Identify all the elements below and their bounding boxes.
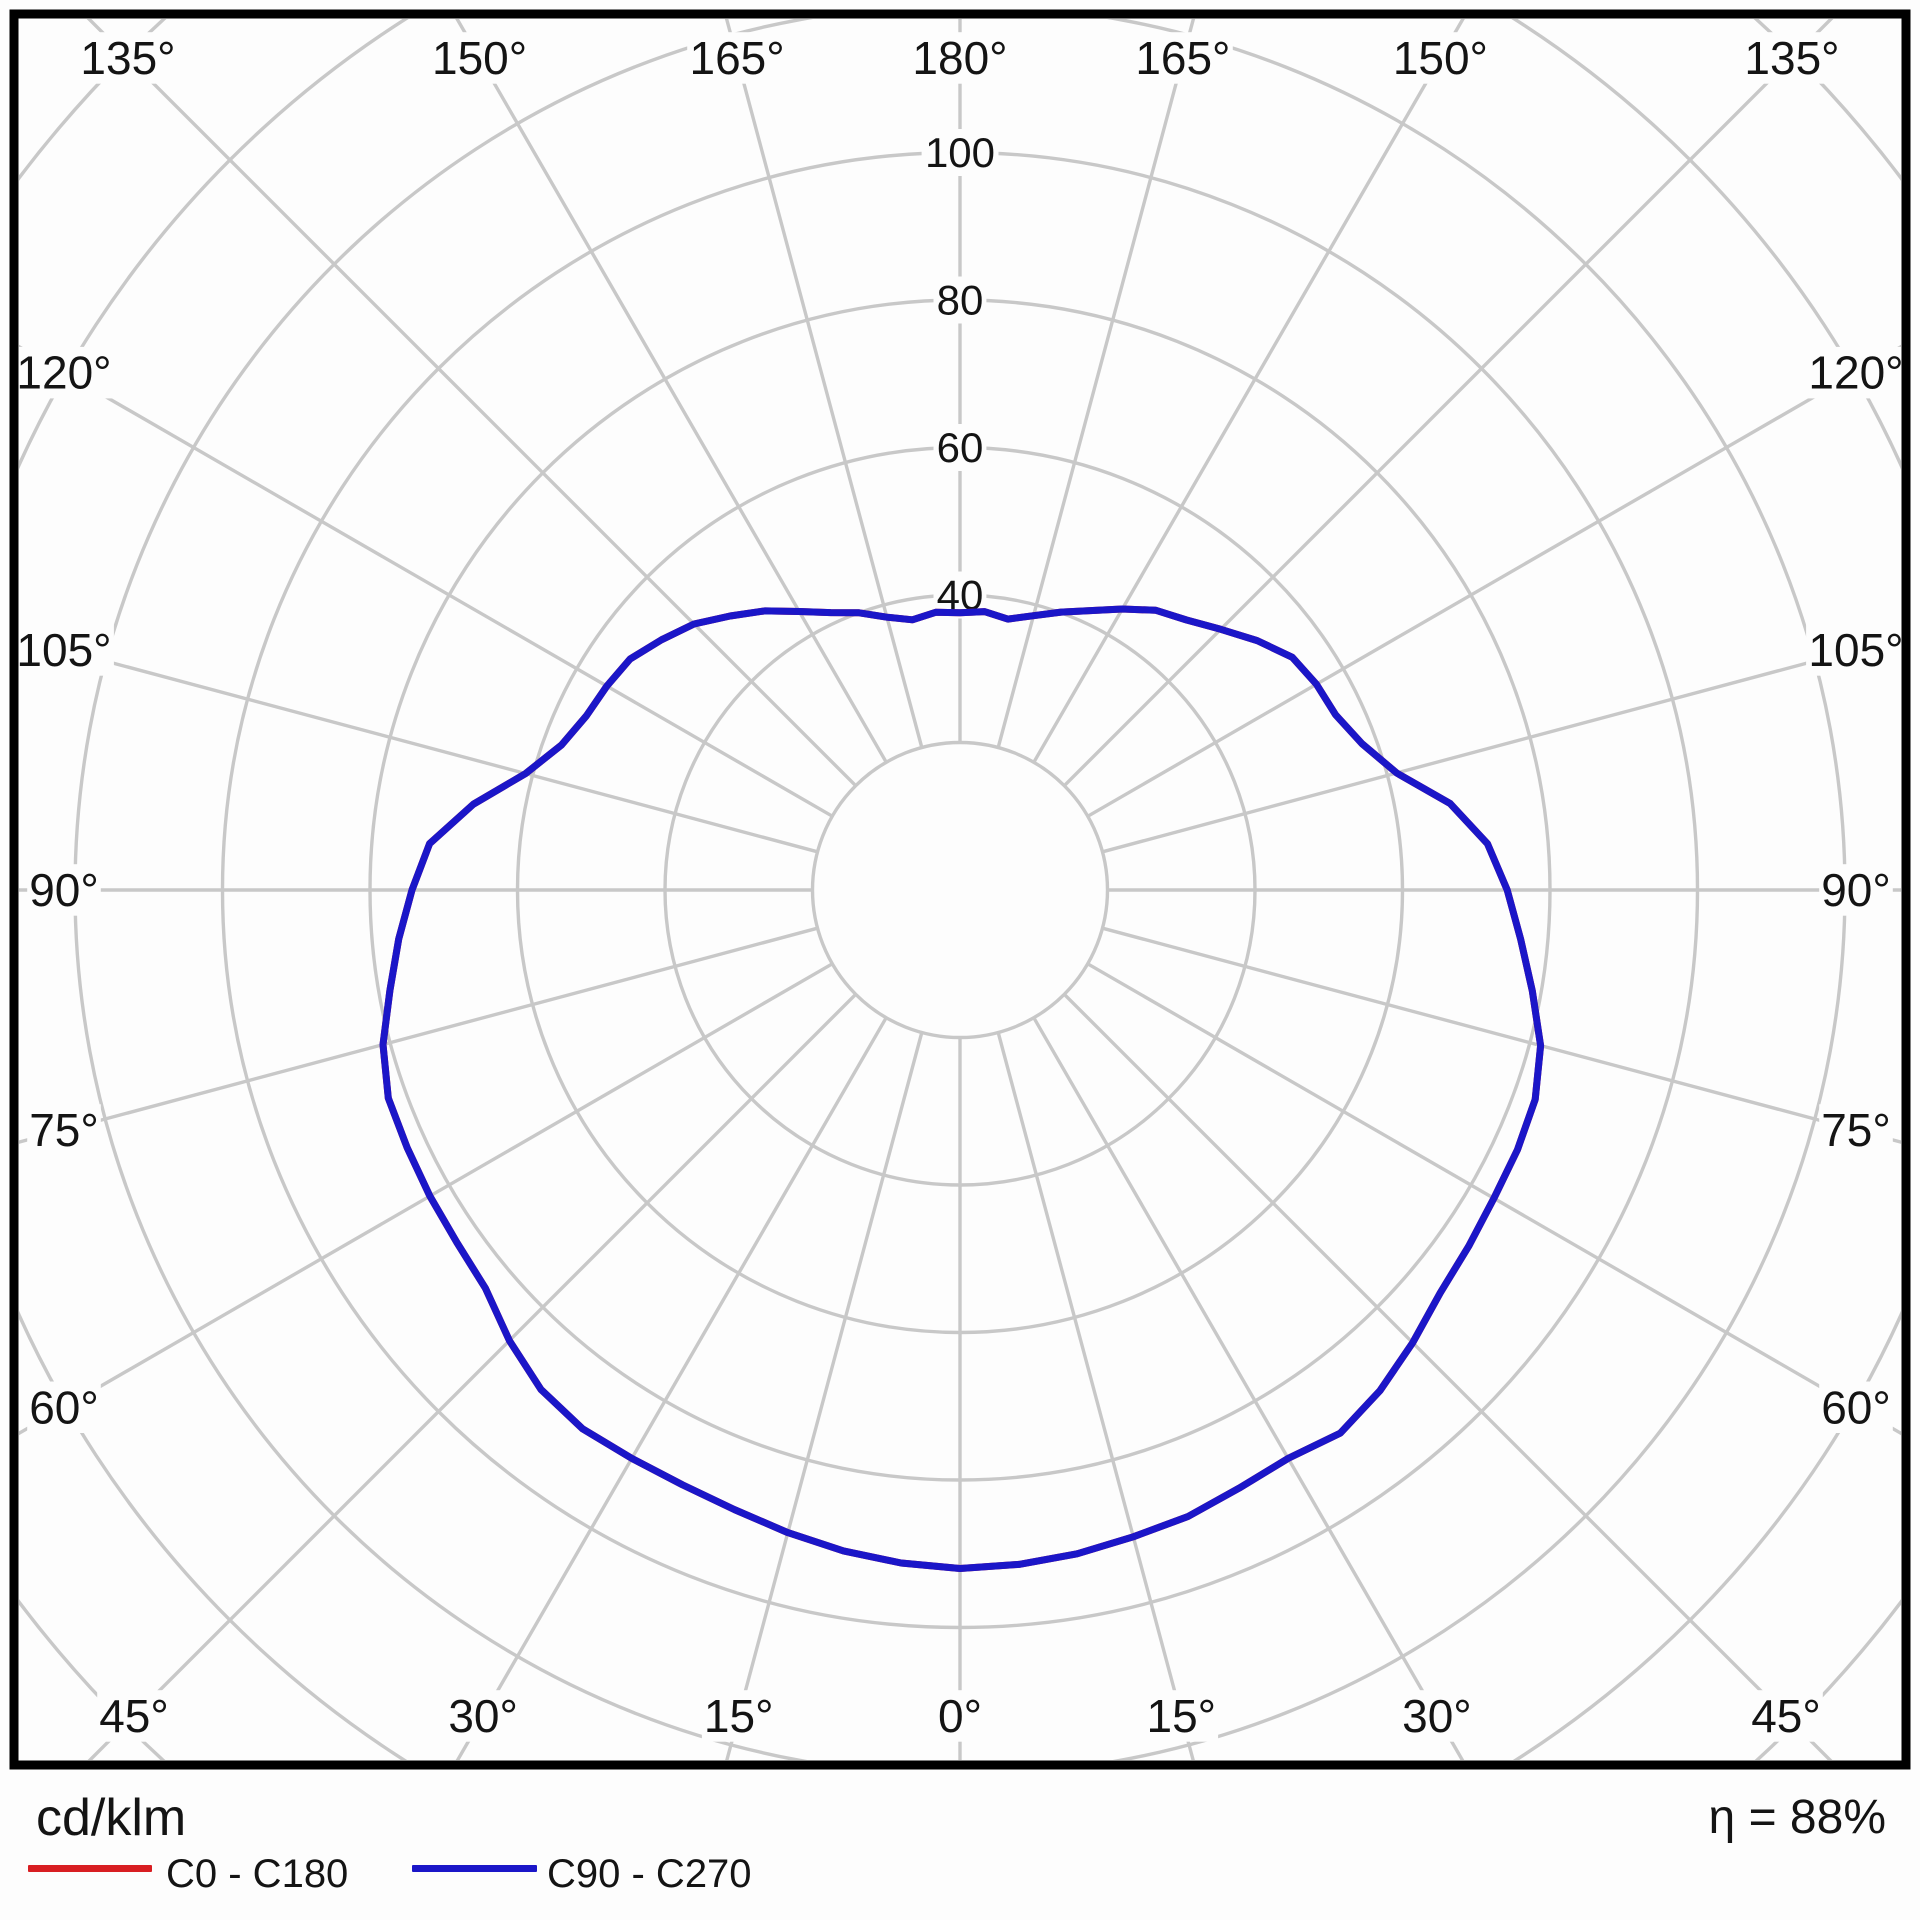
plot-frame: [9, 9, 1911, 1770]
legend-swatch-c0-c180: [28, 1865, 152, 1872]
radial-tick-60: 60: [937, 424, 984, 471]
angle-label-150-left: 150°: [432, 32, 527, 84]
angle-label-135-left: 135°: [80, 32, 175, 84]
angle-label-30-right: 30°: [1402, 1690, 1472, 1742]
angle-label-135-right: 135°: [1744, 32, 1839, 84]
angle-label-45-right: 45°: [1751, 1690, 1821, 1742]
angle-label-150-right: 150°: [1393, 32, 1488, 84]
angle-label-75-left: 75°: [29, 1104, 99, 1156]
angle-label-15-right: 15°: [1147, 1690, 1217, 1742]
unit-title: cd/klm: [36, 1789, 187, 1847]
radial-tick-80: 80: [937, 277, 984, 324]
angle-label-165-right: 165°: [1135, 32, 1230, 84]
angle-label-180: 180°: [912, 32, 1007, 84]
angle-label-120-right: 120°: [1808, 347, 1903, 399]
angle-label-75-right: 75°: [1821, 1104, 1891, 1156]
angle-label-45-left: 45°: [99, 1690, 169, 1742]
angle-label-60-left: 60°: [29, 1381, 99, 1433]
angle-label-90-left: 90°: [29, 864, 99, 916]
angle-label-0: 0°: [938, 1690, 982, 1742]
curve-c90-c270: [379, 605, 1545, 1572]
angle-label-90-right: 90°: [1821, 864, 1891, 916]
angle-label-105-left: 105°: [16, 624, 111, 676]
angle-label-15-left: 15°: [704, 1690, 774, 1742]
radial-tick-100: 100: [925, 129, 995, 176]
angle-label-165-left: 165°: [690, 32, 785, 84]
legend-swatch-c90-c270: [412, 1865, 537, 1872]
angle-label-120-left: 120°: [16, 347, 111, 399]
efficiency-label: η = 88%: [1708, 1791, 1886, 1844]
legend-label-c90-c270: C90 - C270: [547, 1852, 752, 1896]
angle-label-105-right: 105°: [1808, 624, 1903, 676]
angle-label-60-right: 60°: [1821, 1381, 1891, 1433]
legend-label-c0-c180: C0 - C180: [166, 1852, 349, 1896]
angle-label-30-left: 30°: [448, 1690, 518, 1742]
